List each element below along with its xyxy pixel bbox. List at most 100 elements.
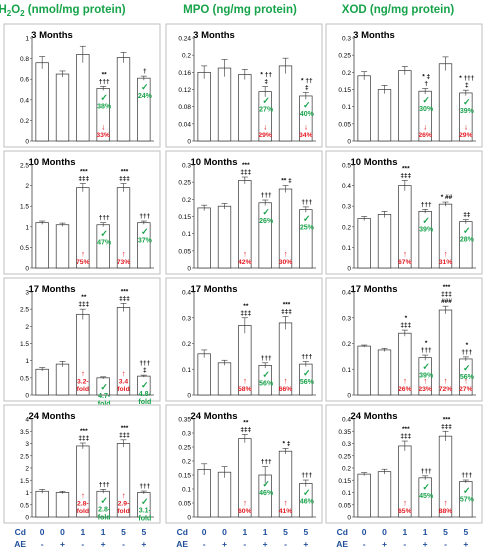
bar [377, 214, 392, 269]
y-tick-label: 0.16 [178, 70, 191, 77]
decrease-annotation: ✓ [262, 479, 270, 489]
y-tick-label: 0.1 [182, 367, 191, 374]
bar [35, 368, 49, 396]
increase-annotation: 75% [76, 259, 90, 266]
cd-value: 0 [202, 527, 207, 537]
y-tick-label: 0.3 [182, 431, 191, 438]
bar [55, 73, 70, 142]
decrease-annotation: ✓ [463, 485, 471, 495]
y-tick-label: 0 [25, 393, 29, 400]
cd-value: 0 [382, 527, 387, 537]
bar [238, 74, 252, 142]
ae-label: AE [14, 539, 26, 549]
y-tick-label: 0.3 [182, 163, 191, 170]
increase-annotation: fold [117, 386, 129, 393]
significance-label: ### [441, 298, 452, 305]
bar [217, 362, 232, 396]
decrease-annotation: 27% [259, 107, 274, 114]
y-tick-label: 0.2 [342, 224, 351, 231]
increase-annotation: 42% [238, 259, 252, 266]
cd-value: 0 [60, 527, 65, 537]
increase-annotation: ↑ [403, 377, 407, 386]
significance-label: † [424, 80, 428, 87]
y-tick-label: 0.5 [20, 375, 29, 382]
y-tick-label: 0.2 [182, 197, 191, 204]
decrease-annotation: 3.1- [139, 508, 152, 515]
y-tick-label: 0 [347, 515, 351, 522]
y-tick-label: 1 [25, 36, 29, 43]
bar [35, 222, 49, 269]
increase-annotation: ↑ [284, 499, 288, 508]
increase-annotation: ↑ [122, 369, 126, 378]
significance-label: ‡‡‡ [240, 310, 251, 317]
y-tick-label: 0.2 [182, 53, 191, 60]
row-title: 3 Months [31, 30, 73, 41]
significance-label: ‡‡‡ [119, 295, 130, 302]
cd-value: 0 [222, 527, 227, 537]
bar [217, 67, 232, 142]
y-tick-label: 0.3 [182, 315, 191, 322]
increase-annotation: 34% [299, 132, 313, 139]
decrease-annotation: ✓ [262, 369, 270, 379]
decrease-annotation: 4.7- [98, 393, 111, 400]
significance-label: ** [102, 71, 108, 78]
y-tick-label: 0.15 [178, 214, 191, 221]
decrease-annotation: ✓ [141, 82, 149, 92]
significance-label: ††† [421, 201, 432, 208]
bar [357, 218, 371, 269]
increase-annotation: 66% [279, 386, 293, 393]
increase-annotation: 67% [398, 259, 412, 266]
increase-annotation: ↑ [243, 377, 247, 386]
ae-value: + [60, 539, 65, 549]
y-tick-label: 0.15 [338, 87, 351, 94]
increase-annotation: ↓ [464, 123, 468, 132]
significance-label: ††† [421, 347, 432, 354]
increase-annotation: ↑ [81, 369, 85, 378]
bar [217, 205, 232, 269]
increase-annotation: ↑ [444, 250, 448, 259]
significance-label: ††† [261, 192, 272, 199]
y-tick-label: 1 [25, 224, 29, 231]
y-tick-label: 0 [187, 266, 191, 273]
y-tick-label: 0.12 [178, 87, 191, 94]
cd-label: Cd [177, 527, 188, 537]
increase-annotation: 26% [418, 132, 432, 139]
significance-label: *** [443, 284, 451, 291]
row-title: 3 Months [193, 30, 235, 41]
y-tick-label: 0.2 [342, 466, 351, 473]
increase-annotation: ↓ [263, 123, 267, 132]
ae-value: + [382, 539, 387, 549]
chart-panel: 24 Months00.511.522.533.54***‡‡‡↑2.8-fol… [3, 404, 161, 549]
chart-panel: 24 Months 0 0.05 0.1 0.15 0.2 0.25 0.3 0.35 0.4 **… [325, 404, 483, 549]
bar [398, 70, 412, 142]
decrease-annotation: 39% [419, 226, 434, 233]
decrease-annotation: ✓ [100, 382, 108, 392]
bar [197, 207, 211, 269]
decrease-annotation: ✓ [141, 227, 149, 237]
increase-annotation: 41% [279, 508, 293, 515]
row-title: 17 Months [351, 284, 398, 295]
increase-annotation: 23% [418, 386, 432, 393]
bar [377, 349, 392, 396]
significance-label: ‡ [264, 78, 268, 85]
y-tick-label: 0.1 [342, 367, 351, 374]
increase-annotation: 30% [279, 259, 293, 266]
row-title: 17 Months [29, 284, 76, 295]
increase-annotation: ↑ [423, 377, 427, 386]
y-tick-label: 0 [25, 139, 29, 146]
decrease-annotation: fold [138, 516, 151, 523]
y-tick-label: 0.3 [342, 315, 351, 322]
decrease-annotation: 56% [300, 379, 315, 386]
y-tick-label: 0 [347, 139, 351, 146]
row-title: 3 Months [353, 30, 395, 41]
decrease-annotation: 26% [259, 218, 274, 225]
y-tick-label: 1.5 [20, 478, 29, 485]
y-tick-label: 0.4 [20, 97, 29, 104]
increase-annotation: ↑ [243, 250, 247, 259]
decrease-annotation: 38% [97, 103, 112, 110]
increase-annotation: 33% [96, 132, 110, 139]
significance-label: * †† [301, 78, 313, 85]
y-tick-label: 0.2 [182, 459, 191, 466]
significance-label: *** [121, 169, 129, 176]
